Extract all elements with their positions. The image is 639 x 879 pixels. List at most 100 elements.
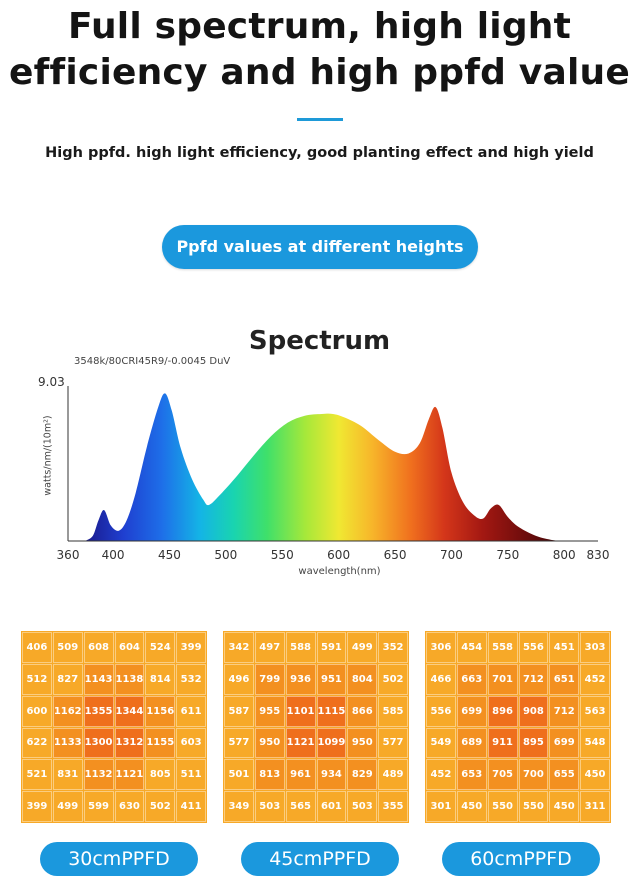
headline-line-2: efficiency and high ppfd value <box>9 52 630 93</box>
ppfd-cell: 1344 <box>114 695 145 727</box>
ppfd-cell: 411 <box>176 791 206 822</box>
x-tick-label: 500 <box>214 548 237 562</box>
ppfd-cell: 454 <box>456 632 487 663</box>
ppfd-cell: 936 <box>285 663 316 695</box>
x-tick-label: 550 <box>271 548 294 562</box>
ppfd-cell: 799 <box>254 663 285 695</box>
ppfd-cell: 1132 <box>83 759 114 791</box>
ppfd-cell: 911 <box>487 727 518 759</box>
ppfd-cell: 532 <box>176 663 206 695</box>
ppfd-cell: 1143 <box>83 663 114 695</box>
ppfd-grid-45cm: 342 497 588 591 499 352 496 799 936 951 804 502 587 9… <box>223 631 409 823</box>
ppfd-cell: 502 <box>378 663 408 695</box>
ppfd-cell: 689 <box>456 727 487 759</box>
ppfd-cell: 712 <box>518 663 549 695</box>
ppfd-cell: 866 <box>347 695 378 727</box>
ppfd-cell: 565 <box>285 791 316 822</box>
ppfd-cell: 452 <box>580 663 610 695</box>
ppfd-cell: 489 <box>378 759 408 791</box>
ppfd-cell: 604 <box>114 632 145 663</box>
y-axis-max-label: 9.03 <box>38 375 65 389</box>
ppfd-cell: 503 <box>254 791 285 822</box>
subheadline: High ppfd. high light efficiency, good p… <box>45 145 594 161</box>
ppfd-cell: 951 <box>316 663 347 695</box>
ppfd-cell: 950 <box>254 727 285 759</box>
x-axis-label: wavelength(nm) <box>298 566 381 577</box>
ppfd-cell: 563 <box>580 695 610 727</box>
ppfd-cell: 814 <box>145 663 176 695</box>
x-tick-label: 650 <box>384 548 407 562</box>
ppfd-cell: 452 <box>426 759 456 791</box>
ppfd-cell: 622 <box>22 727 52 759</box>
ppfd-cell: 349 <box>224 791 254 822</box>
ppfd-cell: 591 <box>316 632 347 663</box>
ppfd-cell: 653 <box>456 759 487 791</box>
ppfd-cell: 556 <box>426 695 456 727</box>
page-headline: Full spectrum, high light efficiency and… <box>0 4 639 96</box>
ppfd-cell: 1162 <box>52 695 83 727</box>
x-tick-label: 450 <box>158 548 181 562</box>
ppfd-cell: 961 <box>285 759 316 791</box>
ppfd-cell: 550 <box>487 791 518 822</box>
x-tick-label: 400 <box>102 548 125 562</box>
ppfd-cell: 895 <box>518 727 549 759</box>
ppfd-cell: 450 <box>580 759 610 791</box>
ppfd-cell: 599 <box>83 791 114 822</box>
ppfd-cell: 301 <box>426 791 456 822</box>
ppfd-cell: 1155 <box>145 727 176 759</box>
ppfd-cell: 306 <box>426 632 456 663</box>
ppfd-cell: 450 <box>549 791 580 822</box>
ppfd-cell: 509 <box>52 632 83 663</box>
headline-line-1: Full spectrum, high light <box>67 6 572 47</box>
ppfd-cell: 804 <box>347 663 378 695</box>
x-tick-label: 830 <box>587 548 610 562</box>
ppfd-cell: 950 <box>347 727 378 759</box>
ppfd-cell: 934 <box>316 759 347 791</box>
ppfd-cell: 577 <box>224 727 254 759</box>
ppfd-cell: 499 <box>347 632 378 663</box>
ppfd-cell: 406 <box>22 632 52 663</box>
x-tick-label: 700 <box>440 548 463 562</box>
ppfd-cell: 603 <box>176 727 206 759</box>
ppfd-cell: 827 <box>52 663 83 695</box>
ppfd-cell: 1121 <box>285 727 316 759</box>
ppfd-cell: 451 <box>549 632 580 663</box>
x-tick-label: 360 <box>57 548 80 562</box>
ppfd-cell: 548 <box>580 727 610 759</box>
ppfd-cell: 355 <box>378 791 408 822</box>
ppfd-cell: 813 <box>254 759 285 791</box>
ppfd-cell: 699 <box>456 695 487 727</box>
ppfd-cell: 496 <box>224 663 254 695</box>
badge-30cm: 30cmPPFD <box>40 842 198 876</box>
ppfd-cell: 503 <box>347 791 378 822</box>
ppfd-cell: 1300 <box>83 727 114 759</box>
ppfd-cell: 805 <box>145 759 176 791</box>
ppfd-grid-60cm: 306 454 558 556 451 303 466 663 701 712 651 452 556 6… <box>425 631 611 823</box>
ppfd-cell: 502 <box>145 791 176 822</box>
ppfd-cell: 577 <box>378 727 408 759</box>
ppfd-cell: 311 <box>580 791 610 822</box>
ppfd-cell: 524 <box>145 632 176 663</box>
ppfd-cell: 1101 <box>285 695 316 727</box>
ppfd-cell: 651 <box>549 663 580 695</box>
ppfd-cell: 512 <box>22 663 52 695</box>
ppfd-cell: 1115 <box>316 695 347 727</box>
ppfd-cell: 1138 <box>114 663 145 695</box>
ppfd-grid-30cm: 406 509 608 604 524 399 512 827 1143 1138 814 532 60… <box>21 631 207 823</box>
spectrum-chart: 360 400 450 500 550 600 650 700 750 800 830 <box>57 386 610 562</box>
ppfd-cell: 829 <box>347 759 378 791</box>
x-tick-label: 600 <box>327 548 350 562</box>
ppfd-cell: 600 <box>22 695 52 727</box>
ppfd-cell: 601 <box>316 791 347 822</box>
ppfd-cell: 399 <box>22 791 52 822</box>
badge-45cm: 45cmPPFD <box>241 842 399 876</box>
spectrum-area <box>84 393 565 541</box>
ppfd-cell: 556 <box>518 632 549 663</box>
ppfd-cell: 701 <box>487 663 518 695</box>
ppfd-cell: 663 <box>456 663 487 695</box>
ppfd-cell: 712 <box>549 695 580 727</box>
ppfd-cell: 1156 <box>145 695 176 727</box>
x-tick-label: 800 <box>553 548 576 562</box>
badge-60cm: 60cmPPFD <box>442 842 600 876</box>
spectrum-title: Spectrum <box>248 326 391 356</box>
